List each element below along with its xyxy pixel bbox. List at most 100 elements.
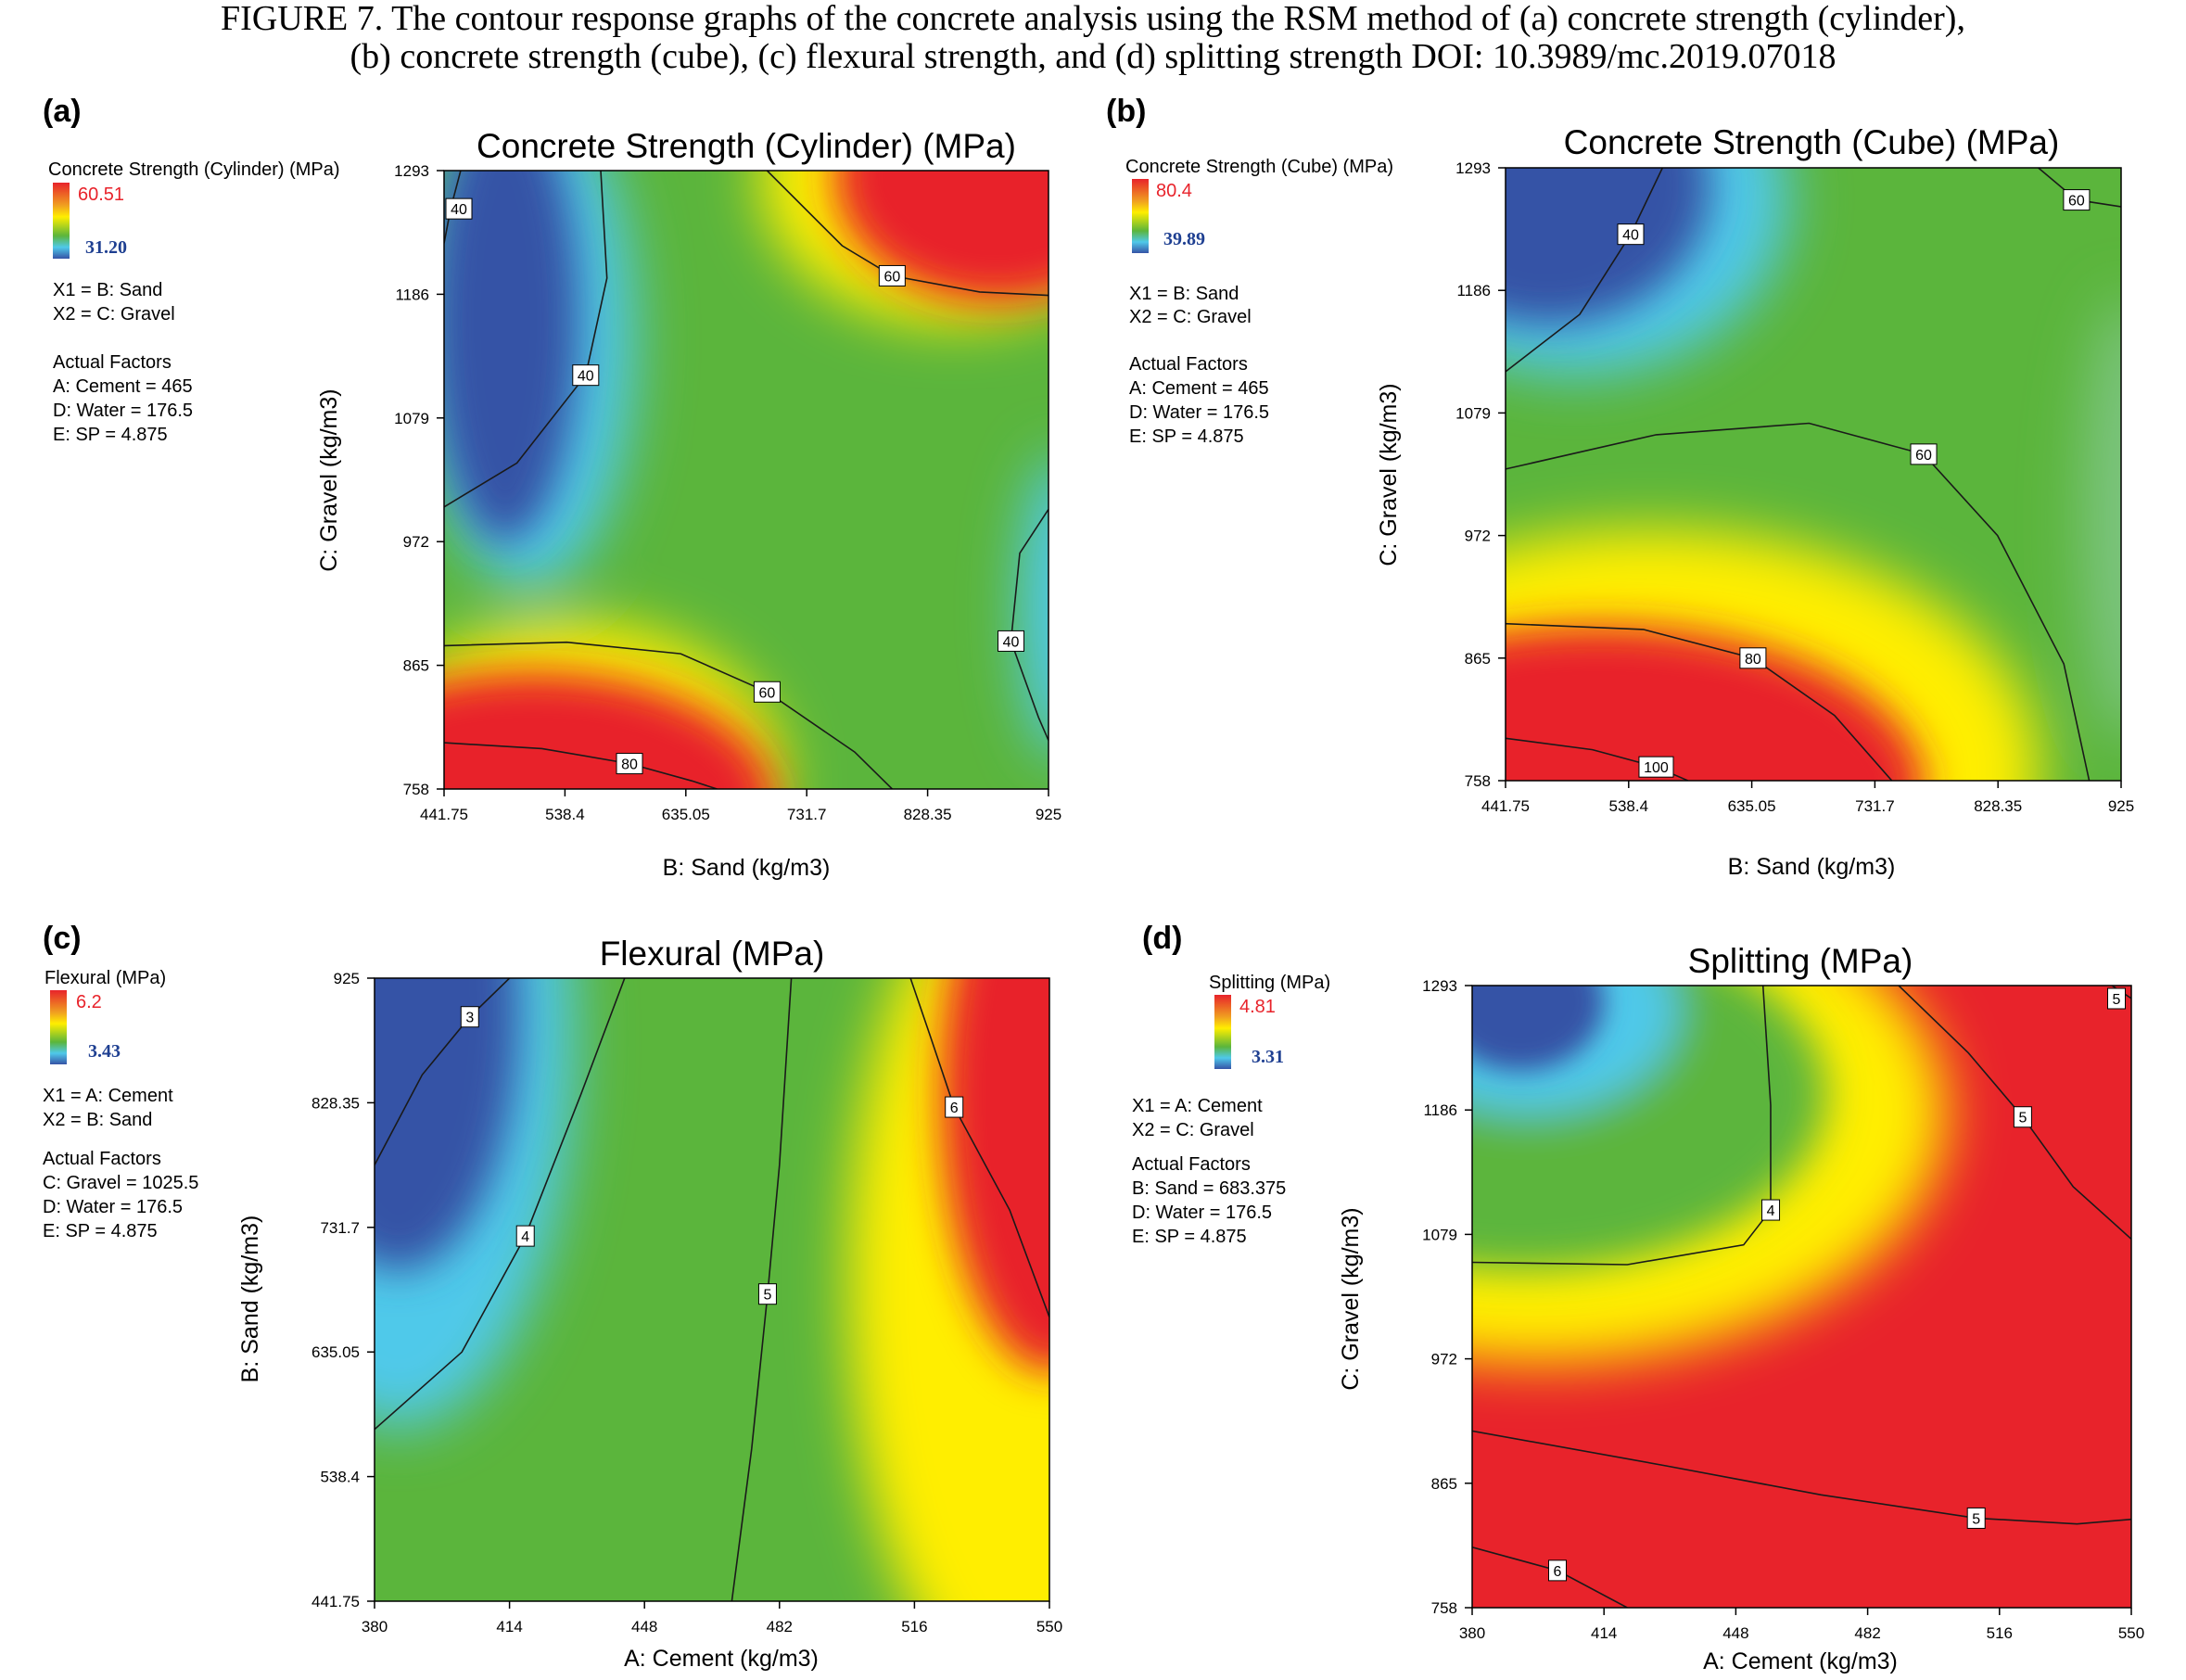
actual-factor-b-1: A: Cement = 465 [1129, 378, 1269, 399]
legend-b-title: Concrete Strength (Cube) (MPa) [1125, 157, 1393, 177]
chart-c-heatmap [375, 978, 1049, 1601]
y-tick-label: 865 [403, 657, 429, 675]
chart-c-title: Flexural (MPa) [600, 935, 825, 973]
actual-factor-a-1: A: Cement = 465 [53, 376, 193, 397]
x-tick-label: 731.7 [1855, 797, 1895, 815]
x-tick-label: 414 [1591, 1624, 1617, 1642]
factor-b-x1: X1 = B: Sand [1129, 284, 1239, 304]
contour-label-box [616, 753, 643, 775]
y-tick-label: 1186 [1423, 1101, 1457, 1119]
actual-factors-a-title: Actual Factors [53, 352, 172, 373]
y-tick-label: 635.05 [311, 1343, 360, 1361]
y-tick-label: 758 [403, 781, 429, 798]
panel-b-label: (b) [1106, 94, 1146, 129]
contour-label-box [1739, 647, 1767, 669]
contour-label: 5 [1972, 1511, 1980, 1527]
y-tick-label: 1079 [394, 410, 429, 427]
panel-c-label: (c) [43, 921, 82, 956]
caption-line-2: (b) concrete strength (cube), (c) flexur… [350, 37, 1836, 76]
y-tick-label: 1293 [394, 162, 429, 180]
contour-label-box [1910, 443, 1938, 465]
contour-label-box [1548, 1559, 1568, 1582]
x-tick-label: 482 [767, 1618, 793, 1635]
factor-b-x2: X2 = C: Gravel [1129, 307, 1252, 327]
chart-a-ylabel: C: Gravel (kg/m3) [316, 388, 342, 571]
contour-line [1472, 1430, 2131, 1525]
panel-d: (d) Splitting (MPa) 4.81 3.31 X1 = A: Ce… [1132, 921, 2144, 1674]
x-tick-label: 380 [1459, 1624, 1485, 1642]
y-ticks-b: 758 865 972 1079 1186 1293 [1455, 159, 1506, 790]
contour-label: 3 [465, 1011, 474, 1026]
y-tick-label: 441.75 [311, 1593, 360, 1610]
factor-a-x1: X1 = B: Sand [53, 280, 162, 300]
contour-label: 60 [759, 685, 776, 701]
contour-labels-b: 100 80 60 40 60 [1617, 189, 2091, 778]
actual-factors-c-title: Actual Factors [43, 1149, 161, 1169]
contour-label: 60 [883, 269, 900, 285]
panel-c: (c) Flexural (MPa) 6.2 3.43 X1 = A: Ceme… [43, 921, 1062, 1672]
contour-label: 6 [1554, 1564, 1562, 1580]
x-tick-label: 538.4 [1609, 797, 1649, 815]
y-tick-label: 1186 [1456, 282, 1491, 299]
legend-c-high: 6.2 [76, 992, 102, 1012]
x-tick-label: 550 [1036, 1618, 1062, 1635]
chart-b-heatmap [1506, 168, 2121, 781]
y-ticks-c: 441.75 538.4 635.05 731.7 828.35 925 [311, 970, 375, 1610]
y-tick-label: 925 [334, 970, 360, 987]
x-ticks-a: 441.75 538.4 635.05 731.7 828.35 925 [420, 789, 1061, 823]
y-tick-label: 1293 [1455, 159, 1491, 177]
contour-label-box [515, 1225, 535, 1247]
y-ticks-a: 758 865 972 1079 1186 1293 [394, 162, 444, 798]
contour-label: 40 [451, 202, 467, 218]
legend-d-low: 3.31 [1252, 1047, 1284, 1067]
y-tick-label: 1079 [1422, 1226, 1457, 1243]
x-tick-label: 414 [496, 1618, 522, 1635]
contour-label: 6 [950, 1101, 959, 1116]
contour-label-box [1617, 223, 1645, 246]
contour-label: 80 [1745, 652, 1761, 668]
contour-line [1506, 168, 1664, 373]
figure-caption: FIGURE 7. The contour response graphs of… [0, 0, 2186, 76]
contour-line [375, 978, 511, 1165]
x-tick-label: 635.05 [662, 806, 710, 823]
contour-label-box [2013, 1106, 2032, 1128]
legend-c-title: Flexural (MPa) [44, 968, 166, 988]
factor-c-x2: X2 = B: Sand [43, 1110, 152, 1130]
chart-b-ylabel: C: Gravel (kg/m3) [1376, 383, 1402, 566]
x-tick-label: 441.75 [1481, 797, 1530, 815]
legend-c-colorbar [50, 990, 67, 1064]
x-tick-label: 731.7 [787, 806, 827, 823]
x-tick-label: 550 [2118, 1624, 2144, 1642]
contour-line [444, 641, 893, 789]
contour-label: 40 [578, 369, 594, 385]
chart-d-ylabel: C: Gravel (kg/m3) [1338, 1207, 1364, 1390]
x-ticks-b: 441.75 538.4 635.05 731.7 828.35 925 [1481, 781, 2134, 815]
contour-label-box [1761, 1199, 1781, 1221]
chart-d-xlabel: A: Cement (kg/m3) [1703, 1648, 1898, 1674]
chart-c-xlabel-visible: A: Cement (kg/m3) [624, 1646, 819, 1672]
contour-label-box [757, 1283, 777, 1305]
actual-factor-d-2: D: Water = 176.5 [1132, 1203, 1272, 1223]
actual-factors-b-title: Actual Factors [1129, 354, 1248, 375]
x-tick-label: 828.35 [1974, 797, 2022, 815]
contour-label-box [572, 364, 600, 387]
contour-labels-d: 6 5 4 5 5 [1548, 987, 2126, 1582]
y-tick-label: 1079 [1455, 404, 1491, 422]
plot-frame-a [443, 170, 1049, 790]
contour-label-box [1966, 1507, 1986, 1529]
y-tick-label: 865 [1465, 650, 1491, 668]
legend-d-high: 4.81 [1239, 997, 1276, 1017]
actual-factor-a-3: E: SP = 4.875 [53, 425, 168, 445]
contour-label: 5 [2018, 1111, 2027, 1126]
panel-d-label: (d) [1142, 921, 1182, 956]
x-tick-label: 635.05 [1728, 797, 1776, 815]
legend-a-title: Concrete Strength (Cylinder) (MPa) [48, 159, 340, 180]
contour-label: 4 [521, 1229, 529, 1245]
x-tick-label: 448 [631, 1618, 657, 1635]
x-tick-label: 516 [1987, 1624, 2013, 1642]
panel-a: (a) Concrete Strength (Cylinder) (MPa) 6… [43, 94, 1061, 881]
x-tick-label: 448 [1722, 1624, 1748, 1642]
x-tick-label: 380 [362, 1618, 388, 1635]
chart-b-xlabel: B: Sand (kg/m3) [1728, 854, 1896, 880]
chart-d-heatmap [1472, 986, 2131, 1608]
